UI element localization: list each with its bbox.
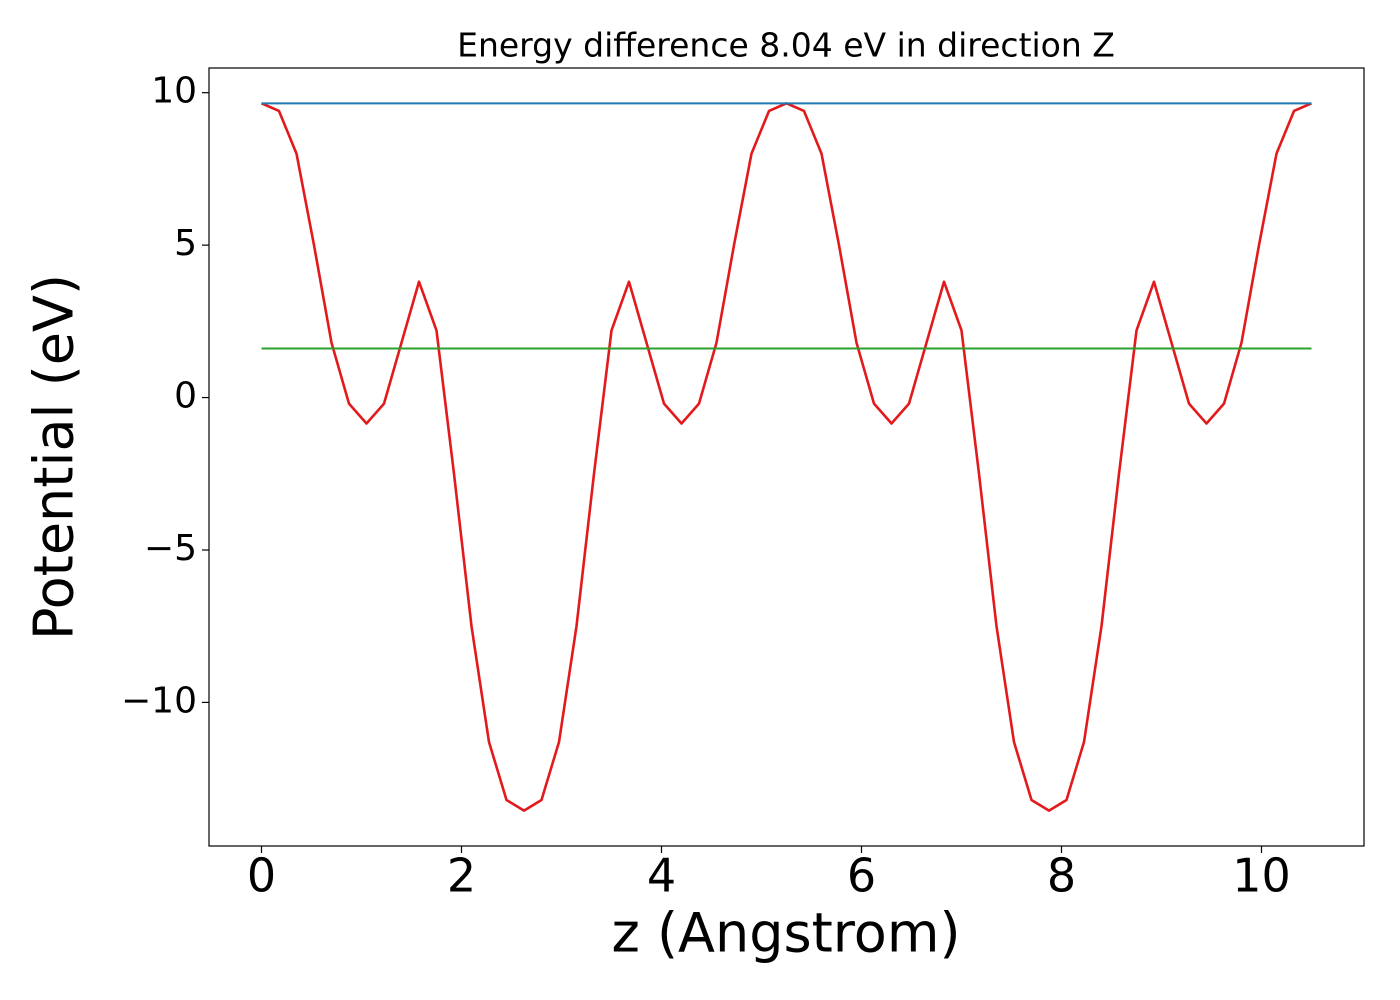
y-tick-label: 5 xyxy=(174,223,197,264)
y-tick-label: 10 xyxy=(151,71,197,112)
y-axis-label: Potential (eV) xyxy=(23,274,86,640)
x-tick-label: 2 xyxy=(447,849,476,903)
x-tick-label: 0 xyxy=(247,849,276,903)
x-tick-label: 8 xyxy=(1047,849,1076,903)
x-axis-label: z (Angstrom) xyxy=(611,902,960,965)
y-tick-label: −5 xyxy=(144,528,197,569)
x-tick-label: 6 xyxy=(847,849,876,903)
plot-frame xyxy=(208,67,1365,847)
chart-title: Energy difference 8.04 eV in direction Z xyxy=(457,26,1115,65)
y-tick-label: 0 xyxy=(174,376,197,417)
y-tick-label: −10 xyxy=(121,680,197,721)
x-tick-label: 4 xyxy=(647,849,676,903)
x-tick-label: 10 xyxy=(1232,849,1291,903)
